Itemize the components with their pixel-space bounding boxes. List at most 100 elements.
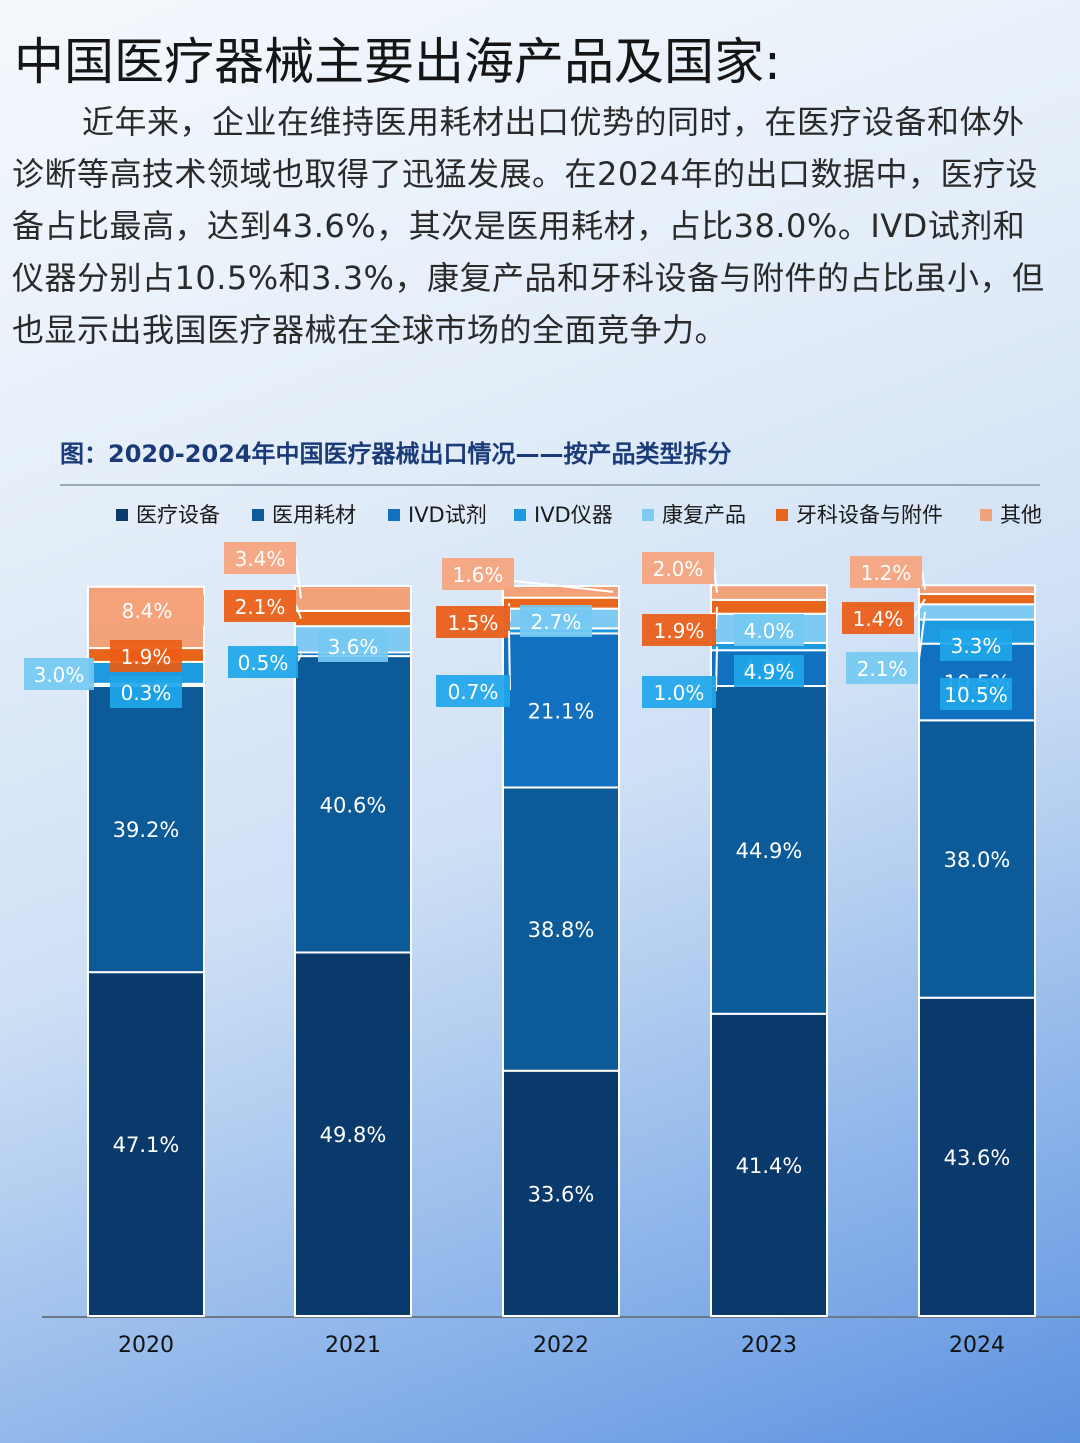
bar-segment	[294, 655, 412, 954]
leader-line	[921, 570, 926, 590]
callout-box	[520, 605, 592, 637]
data-label: 44.9%	[736, 839, 803, 863]
x-tick-label: 2023	[741, 1333, 797, 1358]
callout: 0.3%	[110, 676, 182, 708]
legend-label: 康复产品	[662, 503, 746, 527]
callout: 1.2%	[850, 556, 926, 590]
callout-box	[850, 556, 922, 588]
leader-line	[913, 598, 926, 618]
data-label: 10.5%	[944, 683, 1008, 707]
callout-box	[224, 542, 296, 574]
callout: 1.9%	[642, 606, 718, 646]
callout-box	[228, 646, 298, 678]
data-label: 2.1%	[235, 595, 286, 619]
callout-box	[940, 678, 1012, 710]
callout: 3.3%	[940, 629, 1012, 661]
data-label: 1.9%	[654, 619, 705, 643]
legend-swatch	[252, 509, 264, 521]
data-label: 2.0%	[653, 557, 704, 581]
bar-segment	[294, 951, 412, 1317]
leader-line	[295, 556, 302, 599]
data-label: 41.4%	[736, 1154, 803, 1178]
bar-segment	[918, 996, 1036, 1317]
x-tick-label: 2024	[949, 1333, 1005, 1358]
data-label: 8.4%	[122, 599, 173, 623]
callout-box	[224, 590, 296, 622]
bar-segment	[502, 786, 620, 1072]
bar-segment	[294, 585, 412, 612]
data-label: 1.0%	[654, 681, 705, 705]
data-label: 47.1%	[113, 1133, 180, 1157]
data-label: 4.9%	[744, 660, 795, 684]
callout: 1.4%	[842, 598, 926, 634]
data-label: 1.4%	[853, 607, 904, 631]
callout-box	[846, 652, 918, 684]
leader-line	[917, 611, 926, 668]
callout-box	[110, 676, 182, 708]
legend-item: IVD仪器	[514, 503, 613, 527]
legend-label: 其他	[1000, 503, 1042, 527]
callout: 1.5%	[436, 603, 511, 638]
callout-box	[436, 675, 510, 707]
data-label: 3.3%	[951, 634, 1002, 658]
data-label: 2.7%	[531, 610, 582, 634]
callout-box	[842, 602, 914, 634]
callout-box	[90, 594, 204, 626]
bar-segment	[87, 971, 205, 1317]
legend-item: 医用耗材	[252, 503, 356, 527]
bar-segment	[918, 584, 1036, 596]
chart-title: 图：2020-2024年中国医疗器械出口情况——按产品类型拆分	[60, 440, 732, 468]
callout-box	[110, 640, 182, 672]
callout-box	[442, 558, 514, 590]
legend-swatch	[776, 509, 788, 521]
data-label: 40.6%	[320, 793, 387, 817]
data-label: 3.6%	[328, 635, 379, 659]
callout: 2.0%	[642, 552, 718, 593]
callout: 4.9%	[734, 655, 804, 687]
callout: 1.6%	[441, 558, 614, 593]
callout: 0.5%	[228, 646, 302, 678]
data-label: 38.0%	[944, 848, 1011, 872]
callout-box	[642, 552, 714, 584]
data-label: 4.0%	[744, 619, 795, 643]
legend-item: 医疗设备	[116, 503, 220, 527]
legend-label: IVD仪器	[534, 503, 613, 527]
leader-line	[297, 653, 302, 662]
leader-line	[713, 566, 718, 593]
callout-box	[318, 630, 388, 662]
bar-segment	[502, 1069, 620, 1317]
bar-segment	[918, 603, 1036, 621]
callout: 10.5%	[940, 678, 1012, 710]
intro-paragraph: 近年来，企业在维持医用耗材出口优势的同时，在医疗设备和体外诊断等高技术领域也取得…	[12, 103, 1045, 349]
bar-segment	[710, 598, 828, 615]
callout: 8.4%	[90, 594, 204, 626]
data-label: 39.2%	[113, 818, 180, 842]
data-label: 33.6%	[528, 1182, 595, 1206]
legend-swatch	[388, 509, 400, 521]
legend-swatch	[980, 509, 992, 521]
data-label: 0.7%	[448, 680, 499, 704]
callout: 2.1%	[846, 611, 926, 684]
data-label: 49.8%	[320, 1123, 387, 1147]
chart-title-rule	[60, 484, 1040, 486]
callout-box	[24, 658, 94, 690]
legend-swatch	[116, 509, 128, 521]
data-label: 1.2%	[861, 561, 912, 585]
data-label: 1.5%	[448, 611, 499, 635]
data-label: 43.6%	[944, 1146, 1011, 1170]
callout: 3.6%	[318, 630, 388, 662]
legend-label: 医疗设备	[136, 503, 220, 527]
stacked-bar-chart: 医疗设备 医用耗材 IVD试剂 IVD仪器 康复产品 牙科设备与附件 其他 2020 2021 2…	[24, 503, 1080, 1358]
callout-box	[940, 629, 1012, 661]
legend-item: 康复产品	[642, 503, 746, 527]
data-label: 0.5%	[238, 651, 289, 675]
data-label: 0.3%	[121, 681, 172, 705]
legend-label: 医用耗材	[272, 503, 356, 527]
callout: 3.0%	[24, 658, 95, 690]
bar-segment	[502, 585, 620, 599]
callout-box	[734, 614, 804, 646]
legend-label: 牙科设备与附件	[796, 503, 943, 527]
callout: 2.7%	[520, 605, 592, 637]
leader-line	[715, 646, 718, 692]
callout: 4.0%	[734, 614, 804, 646]
